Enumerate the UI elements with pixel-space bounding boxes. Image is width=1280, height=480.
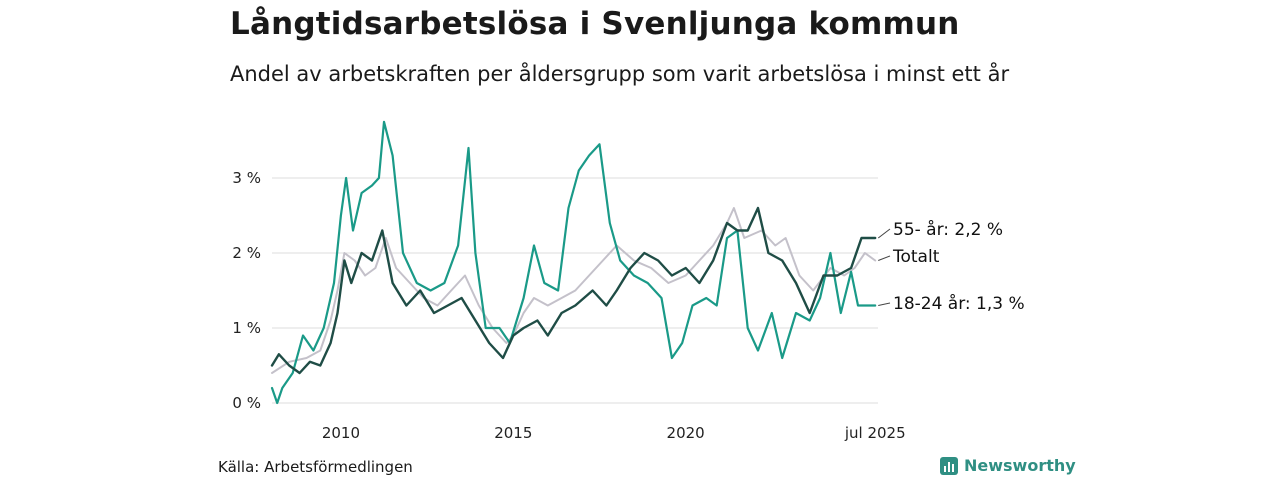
- series-line-2: [270, 206, 877, 375]
- series-lines: [270, 120, 877, 405]
- source-note: Källa: Arbetsförmedlingen: [218, 458, 413, 476]
- chart-subtitle: Andel av arbetskraften per åldersgrupp s…: [230, 62, 1010, 86]
- newsworthy-logo-icon: [940, 456, 958, 475]
- y-tick-label: 3 %: [232, 169, 261, 187]
- brand-name: Newsworthy: [964, 456, 1076, 475]
- y-tick-label: 1 %: [232, 319, 261, 337]
- y-tick-label: 0 %: [232, 394, 261, 412]
- series-end-labels: Totalt 18-24 år: 1,3 % 55- år: 2,2 %: [877, 219, 1025, 314]
- label-leader-line: [878, 302, 891, 306]
- x-tick-label: 2010: [322, 424, 360, 442]
- series-end-label: 18-24 år: 1,3 %: [893, 293, 1025, 314]
- label-leader-line: [878, 255, 891, 261]
- y-tick-label: 2 %: [232, 244, 261, 262]
- series-line-1: [270, 120, 877, 405]
- gridlines: [272, 177, 878, 404]
- x-axis-ticks: 2010 2015 2020 jul 2025: [322, 424, 906, 442]
- series-end-label: Totalt: [892, 247, 940, 267]
- chart-title: Långtidsarbetslösa i Svenljunga kommun: [230, 6, 960, 42]
- x-tick-label: 2015: [494, 424, 532, 442]
- series-line-0: [271, 207, 877, 374]
- label-leader-line: [877, 228, 891, 239]
- x-tick-label: 2020: [667, 424, 705, 442]
- x-tick-label: jul 2025: [844, 424, 906, 442]
- series-end-label: 55- år: 2,2 %: [893, 219, 1003, 240]
- brand-logo: Newsworthy: [940, 456, 1076, 475]
- y-axis-ticks: 0 % 1 % 2 % 3 %: [232, 169, 261, 412]
